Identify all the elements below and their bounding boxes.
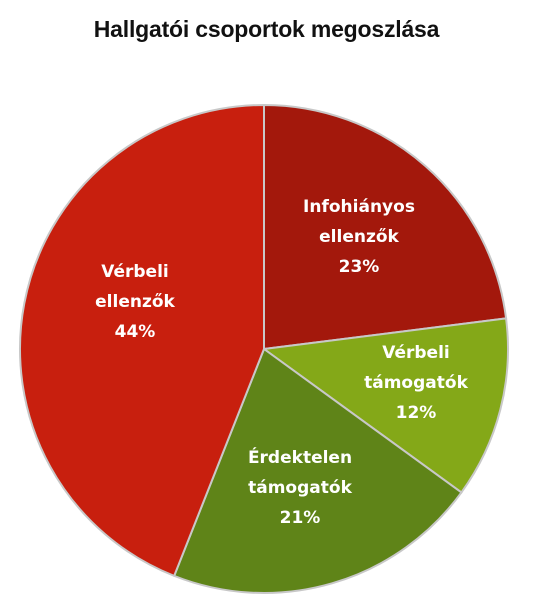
- slice-value-label: 12%: [396, 403, 437, 423]
- pie-slice: [263, 103, 508, 351]
- slice-value-label: 21%: [280, 508, 321, 528]
- slice-category-label: ellenzők: [319, 227, 399, 247]
- pie-slice: [261, 317, 509, 494]
- slice-category-label: ellenzők: [95, 292, 175, 312]
- chart-title: Hallgatói csoportok megoszlása: [93, 16, 440, 42]
- slice-value-label: 23%: [339, 257, 380, 277]
- slice-category-label: Vérbeli: [382, 343, 450, 363]
- slice-category-label: Infohiányos: [303, 197, 415, 217]
- slice-category-label: Vérbeli: [101, 262, 169, 282]
- slice-label: Érdektelen támogatók 21%: [248, 446, 353, 528]
- slice-label: Vérbeli támogatók 12%: [364, 343, 468, 423]
- slice-label: Vérbeli ellenzők 44%: [95, 262, 175, 342]
- slice-category-label: támogatók: [364, 373, 468, 393]
- pie-slice: [172, 347, 463, 594]
- slice-category-label: Érdektelen: [248, 446, 352, 468]
- pie-slice: [19, 103, 265, 578]
- slice-category-label: támogatók: [248, 478, 352, 498]
- slice-value-label: 44%: [115, 322, 156, 342]
- slice-label: Infohiányos ellenzők 23%: [303, 197, 415, 277]
